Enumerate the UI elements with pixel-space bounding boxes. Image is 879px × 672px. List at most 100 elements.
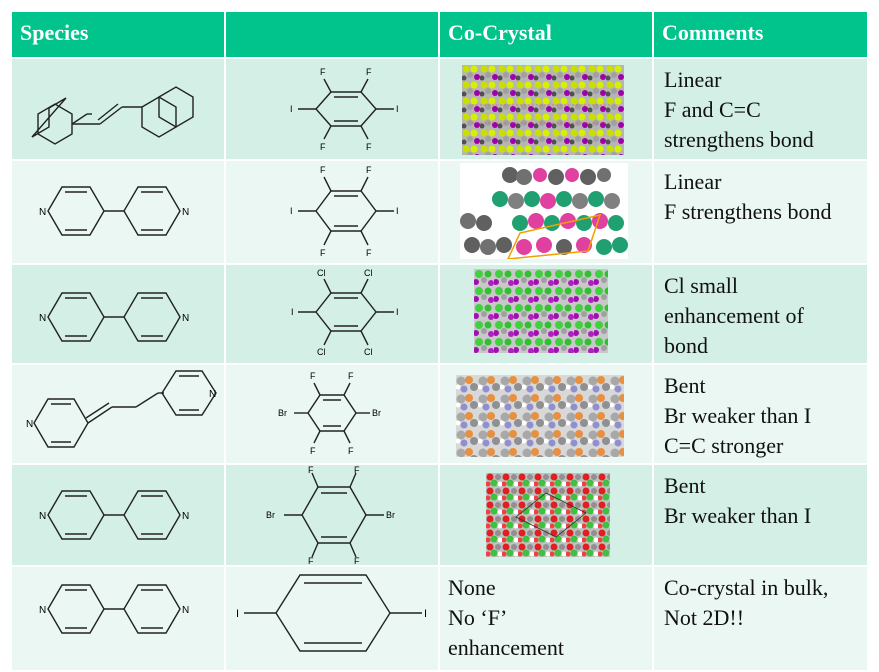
cocrystal-image xyxy=(456,375,624,457)
table-row: N N Cl Cl I I Cl Cl xyxy=(12,263,867,363)
comment-line: Br weaker than I xyxy=(664,403,812,428)
partner-cell: F F Br Br F F xyxy=(226,365,440,463)
table-header: Species Co-Crystal Comments xyxy=(12,12,867,57)
cocrystal-none-line: No ‘F’ xyxy=(448,605,508,630)
comparison-table: Species Co-Crystal Comments xyxy=(12,12,867,670)
atom-label: F xyxy=(354,465,360,475)
table-row: N N I I None No ‘F’ enhancement Co-cryst… xyxy=(12,565,867,670)
atom-label: Cl xyxy=(364,268,373,278)
table-row: N N F F Br Br F F xyxy=(12,363,867,463)
partner-cell: Cl Cl I I Cl Cl xyxy=(226,265,440,363)
species-cell: N N xyxy=(12,365,226,463)
atom-label: F xyxy=(348,446,354,456)
atom-label: F xyxy=(354,556,360,565)
partner-cell: F F I I F F xyxy=(226,161,440,263)
atom-label: F xyxy=(366,67,372,77)
cocrystal-image xyxy=(462,65,624,155)
partner-cell: I I xyxy=(226,567,440,670)
comment-cell: Cl small enhancement of bond xyxy=(654,265,867,363)
atom-label: I xyxy=(291,307,294,317)
comment-cell: Linear F strengthens bond xyxy=(654,161,867,263)
atom-label: N xyxy=(182,511,189,522)
cocrystal-none-line: enhancement xyxy=(448,635,565,660)
bipyridine-structure: N N xyxy=(39,490,189,540)
comment-line: bond xyxy=(664,333,708,358)
comment-cell: Linear F and C=C strengthens bond xyxy=(654,59,867,159)
atom-label: N xyxy=(39,511,46,522)
species-cell: N N xyxy=(12,161,226,263)
bipyridylethylene-structure: N N xyxy=(26,370,217,448)
bipyridine-structure: N N xyxy=(39,186,189,236)
atom-label: F xyxy=(308,556,314,565)
cocrystal-cell xyxy=(440,59,654,159)
atom-label: I xyxy=(396,104,399,114)
atom-label: Cl xyxy=(364,347,373,357)
cocrystal-image xyxy=(486,473,610,557)
comment-line: Bent xyxy=(664,373,706,398)
bipyridine-structure: N N xyxy=(39,292,189,342)
atom-label: N xyxy=(26,419,33,430)
atom-label: N xyxy=(182,313,189,324)
comment-line: Bent xyxy=(664,473,706,498)
species-cell: N N xyxy=(12,465,226,565)
comment-line: strengthens bond xyxy=(664,127,814,152)
cocrystal-image xyxy=(474,269,608,353)
cocrystal-image xyxy=(460,163,628,259)
atom-label: F xyxy=(366,248,372,258)
atom-label: N xyxy=(182,605,189,616)
atom-label: Br xyxy=(372,408,381,418)
cocrystal-cell: None No ‘F’ enhancement xyxy=(440,567,654,670)
dibromotetrafluorobenzene-structure: F F Br Br F F xyxy=(266,465,395,565)
comment-line: F and C=C xyxy=(664,97,761,122)
comment-line: Co-crystal in bulk, xyxy=(664,575,829,600)
comment-line: Linear xyxy=(664,67,722,92)
atom-label: F xyxy=(348,371,354,381)
comment-line: F strengthens bond xyxy=(664,199,832,224)
atom-label: I xyxy=(290,206,293,216)
cocrystal-none-line: None xyxy=(448,575,496,600)
atom-label: F xyxy=(310,371,316,381)
partner-cell: F F I I F F xyxy=(226,59,440,159)
bipyridylethylene-structure xyxy=(31,86,194,145)
comment-cell: Bent Br weaker than I xyxy=(654,465,867,565)
comment-line: Linear xyxy=(664,169,722,194)
atom-label: Br xyxy=(266,510,275,520)
comment-line: enhancement of xyxy=(664,303,804,328)
header-partner xyxy=(226,12,440,57)
comment-line: Not 2D!! xyxy=(664,605,745,630)
diiodotetrafluorobenzene-structure: F F I I F F xyxy=(290,67,399,152)
comment-line: Cl small xyxy=(664,273,738,298)
table-row: F F I I F F xyxy=(12,57,867,159)
atom-label: N xyxy=(182,207,189,218)
atom-label: I xyxy=(424,608,427,620)
cocrystal-cell xyxy=(440,365,654,463)
diiodobenzene-structure: I I xyxy=(236,574,427,652)
atom-label: Cl xyxy=(317,347,326,357)
atom-label: F xyxy=(320,142,326,152)
header-species: Species xyxy=(12,12,226,57)
atom-label: N xyxy=(39,207,46,218)
comment-cell: Bent Br weaker than I C=C stronger xyxy=(654,365,867,463)
cocrystal-cell xyxy=(440,465,654,565)
atom-label: I xyxy=(236,608,239,620)
atom-label: F xyxy=(308,465,314,475)
species-cell xyxy=(12,59,226,159)
species-cell: N N xyxy=(12,265,226,363)
comment-line: C=C stronger xyxy=(664,433,784,458)
species-cell: N N xyxy=(12,567,226,670)
atom-label: I xyxy=(396,307,399,317)
atom-label: I xyxy=(396,206,399,216)
atom-label: N xyxy=(39,605,46,616)
table-row: N N F F I I F F xyxy=(12,159,867,263)
bipyridine-structure: N N xyxy=(39,584,189,634)
atom-label: F xyxy=(366,165,372,175)
atom-label: F xyxy=(366,142,372,152)
atom-label: Br xyxy=(278,408,287,418)
cocrystal-cell xyxy=(440,161,654,263)
atom-label: F xyxy=(310,446,316,456)
diiodotetrafluorobenzene-structure: F F I I F F xyxy=(290,165,399,258)
atom-label: N xyxy=(39,313,46,324)
atom-label: F xyxy=(320,67,326,77)
diiodotetrachlorobenzene-structure: Cl Cl I I Cl Cl xyxy=(291,268,399,357)
header-cocrystal: Co-Crystal xyxy=(440,12,654,57)
